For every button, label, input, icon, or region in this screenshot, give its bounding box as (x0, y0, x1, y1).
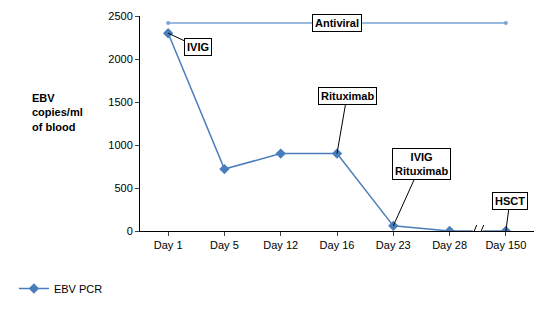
svg-text:Day 1: Day 1 (154, 239, 183, 251)
svg-text:HSCT: HSCT (495, 195, 525, 207)
svg-text:Day 150: Day 150 (485, 239, 526, 251)
svg-text:Day 16: Day 16 (320, 239, 355, 251)
svg-text:2000: 2000 (108, 53, 132, 65)
svg-text:500: 500 (114, 182, 132, 194)
svg-text:EBVcopies/mlof blood: EBVcopies/mlof blood (32, 92, 83, 133)
svg-text:Rituximab: Rituximab (321, 90, 374, 102)
svg-text:2500: 2500 (108, 10, 132, 22)
svg-text:EBV PCR: EBV PCR (54, 283, 102, 295)
svg-text:1000: 1000 (108, 139, 132, 151)
svg-text:0: 0 (127, 225, 133, 237)
svg-text:IVIGRituximab: IVIGRituximab (395, 151, 448, 177)
svg-text:1500: 1500 (108, 96, 132, 108)
svg-text:Day 23: Day 23 (376, 239, 411, 251)
svg-text:Day 5: Day 5 (210, 239, 239, 251)
svg-text:Day 28: Day 28 (432, 239, 467, 251)
svg-text:Antiviral: Antiviral (315, 17, 359, 29)
svg-text:IVIG: IVIG (187, 41, 209, 53)
svg-text:Day 12: Day 12 (263, 239, 298, 251)
